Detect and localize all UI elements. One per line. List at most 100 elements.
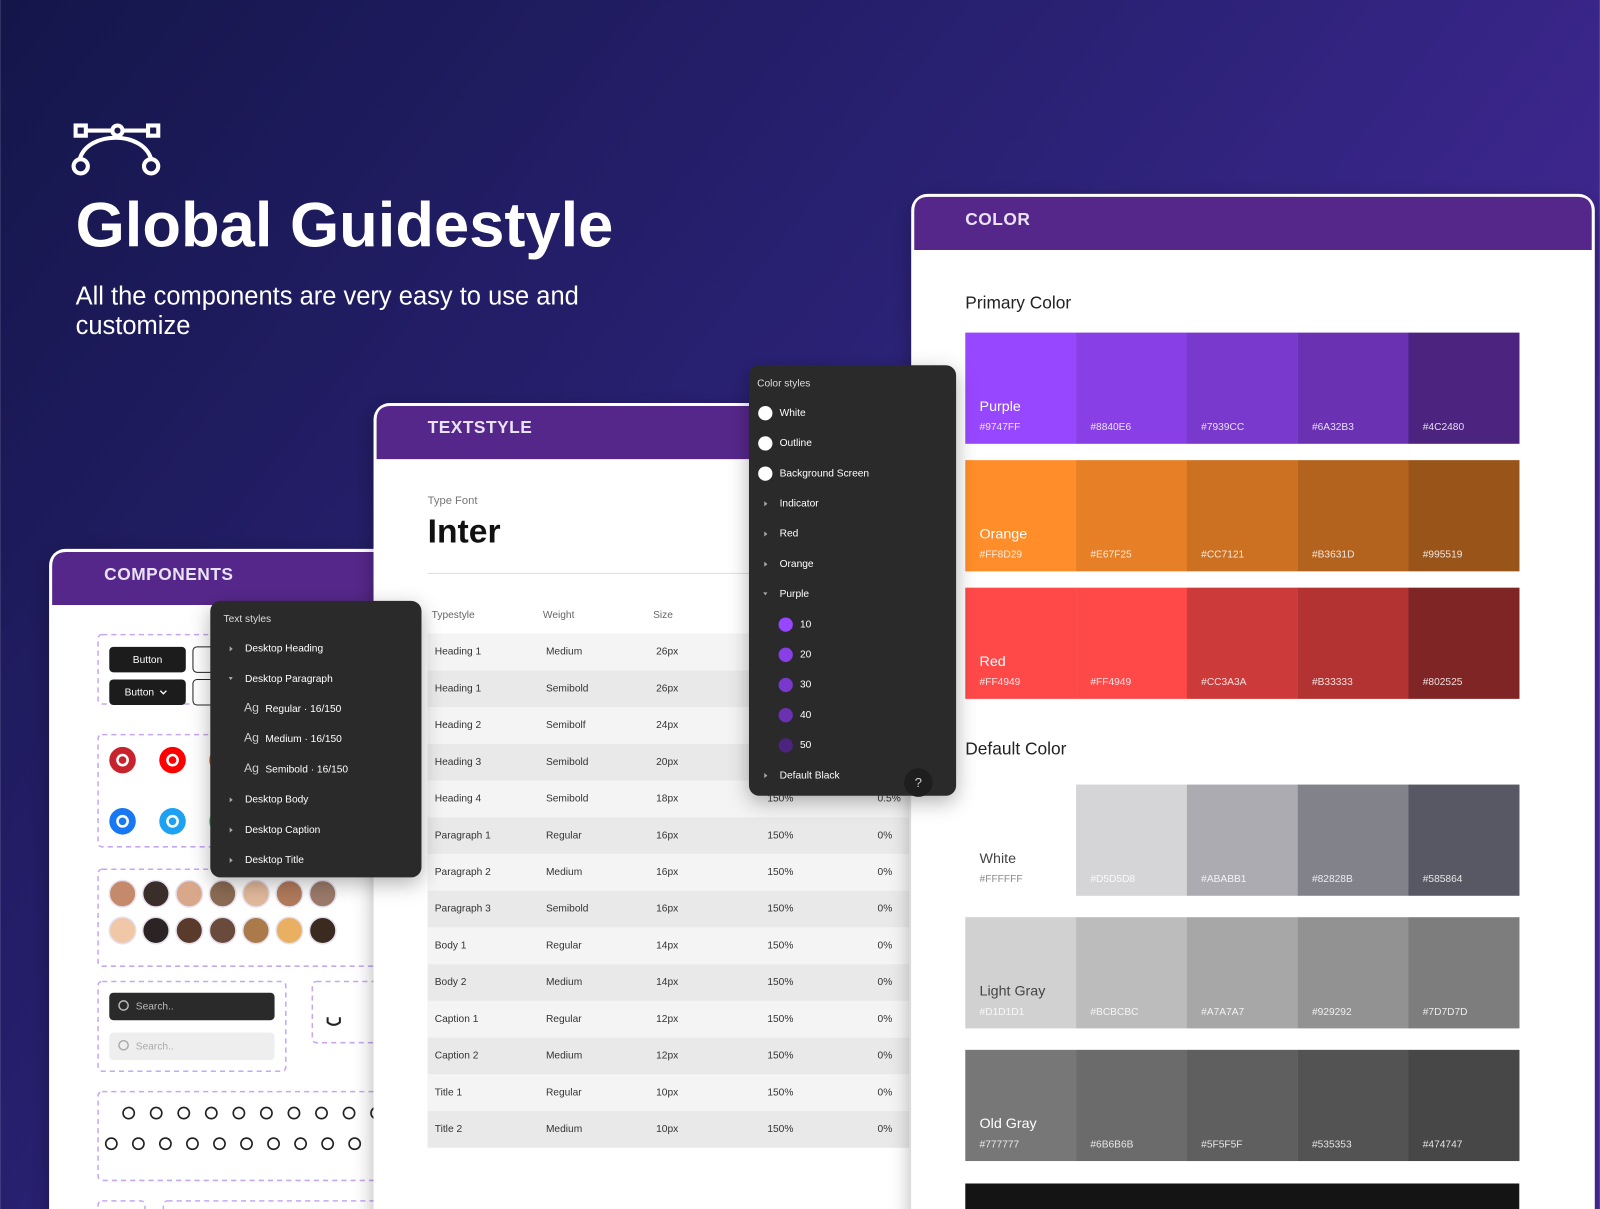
disclosure-arrow[interactable] [764, 561, 768, 567]
swatch [1186, 917, 1298, 1029]
panel-subitem[interactable]: Regular · 16/150 [265, 704, 341, 715]
table-cell: Heading 3 [435, 757, 482, 768]
panel-item[interactable]: Desktop Caption [245, 825, 320, 836]
icon [315, 1106, 328, 1120]
panel-subitem[interactable]: 20 [800, 649, 812, 660]
table-cell: 24px [656, 720, 678, 731]
button[interactable] [109, 646, 186, 673]
social-icon-inner [166, 753, 179, 767]
table-cell: 0% [878, 940, 893, 951]
swatch-hex: #CC7121 [1201, 550, 1244, 561]
panel-item[interactable]: Desktop Heading [245, 644, 323, 655]
swatch-name: Light Gray [980, 983, 1047, 999]
section-title: Primary Color [965, 293, 1071, 313]
button[interactable] [109, 679, 186, 705]
icon [186, 1137, 199, 1151]
table-cell: 0% [878, 977, 893, 988]
table-cell: 150% [767, 1087, 793, 1098]
social-icon [109, 808, 136, 835]
swatch-hex: #FF4949 [980, 677, 1021, 688]
swatch-name: White [980, 851, 1017, 867]
button-label: Button [125, 687, 154, 698]
table-cell: Medium [546, 1124, 582, 1135]
panel-item[interactable]: Orange [780, 559, 814, 570]
swatch [1186, 332, 1298, 444]
card-title: COMPONENTS [104, 564, 233, 584]
swatch [1186, 460, 1298, 572]
panel-item[interactable]: Desktop Body [245, 795, 309, 806]
chevron-icon [159, 690, 167, 695]
disclosure-arrow[interactable] [229, 827, 233, 833]
panel-subitem[interactable]: 50 [800, 740, 812, 751]
table-row [427, 1000, 910, 1038]
disclosure-arrow[interactable] [229, 646, 233, 652]
search-input[interactable] [109, 1032, 275, 1061]
table-cell: Heading 1 [435, 683, 482, 694]
panel-item[interactable]: Desktop Title [245, 855, 304, 866]
disclosure-arrow[interactable] [229, 797, 233, 803]
table-cell: 150% [767, 940, 793, 951]
panel-item[interactable]: Desktop Paragraph [245, 674, 333, 685]
swatch-hex: #8840E6 [1090, 422, 1131, 433]
swatch-hex: #5F5F5F [1201, 1139, 1242, 1150]
avatar [208, 916, 237, 945]
panel-item[interactable]: Indicator [780, 498, 820, 509]
color-dot [778, 708, 793, 723]
table-cell: Caption 1 [435, 1014, 479, 1025]
icon [149, 1106, 163, 1120]
disclosure-arrow[interactable] [764, 501, 768, 507]
panel [210, 600, 422, 878]
table-cell: Regular [546, 1087, 582, 1098]
style-icon: Ag [244, 700, 259, 714]
disclosure-arrow[interactable] [228, 677, 233, 681]
swatch-hex: #4C2480 [1423, 422, 1465, 433]
table-cell: 0% [878, 867, 893, 878]
table-cell: 150% [767, 904, 793, 915]
panel-item[interactable]: Background Screen [780, 468, 869, 479]
panel-subitem[interactable]: Semibold · 16/150 [265, 764, 348, 775]
panel-subitem[interactable]: Medium · 16/150 [265, 734, 342, 745]
icon [213, 1137, 226, 1151]
table-cell: 20px [656, 757, 678, 768]
table-cell: 150% [767, 1124, 793, 1135]
component-group [311, 980, 395, 1044]
swatch-hex: #535353 [1312, 1139, 1352, 1150]
disclosure-arrow[interactable] [764, 531, 768, 537]
swatch [1076, 917, 1188, 1029]
disclosure-arrow[interactable] [229, 857, 233, 863]
card-title: TEXTSTYLE [428, 417, 533, 437]
panel-subitem[interactable]: 40 [800, 710, 812, 721]
help-button[interactable] [904, 768, 933, 797]
table-cell: 14px [656, 977, 678, 988]
table-cell: 18px [656, 794, 678, 805]
color-styles-panel: Color styles White Outline Background Scree… [748, 365, 957, 797]
avatar [141, 879, 170, 908]
swatch-hex: #FFFFFF [980, 874, 1023, 885]
swatch [1408, 460, 1520, 572]
panel-subitem[interactable]: 10 [800, 619, 812, 630]
icon [240, 1137, 253, 1151]
icon [321, 1137, 335, 1151]
table-cell: 16px [656, 830, 678, 841]
avatar [308, 916, 337, 945]
panel-item[interactable]: Default Black [780, 770, 841, 781]
swatch-hex: #7939CC [1201, 422, 1244, 433]
panel-item[interactable]: White [780, 408, 806, 419]
search-input[interactable] [109, 992, 275, 1021]
panel-item[interactable]: Purple [780, 589, 810, 600]
component-group [162, 1200, 379, 1209]
swatch-hex: #CC3A3A [1201, 677, 1247, 688]
swatch [1076, 1049, 1188, 1162]
table-cell: Semibold [546, 904, 589, 915]
table-cell: Semibold [546, 794, 589, 805]
panel-item[interactable]: Red [780, 529, 799, 540]
disclosure-arrow[interactable] [764, 773, 768, 779]
table-cell: 150% [767, 867, 793, 878]
disclosure-arrow[interactable] [763, 592, 768, 596]
swatch [1297, 1049, 1409, 1162]
panel-subitem[interactable]: 30 [800, 680, 812, 691]
avatar [241, 916, 271, 945]
column-header: Weight [543, 610, 575, 621]
panel-item[interactable]: Outline [780, 438, 813, 449]
